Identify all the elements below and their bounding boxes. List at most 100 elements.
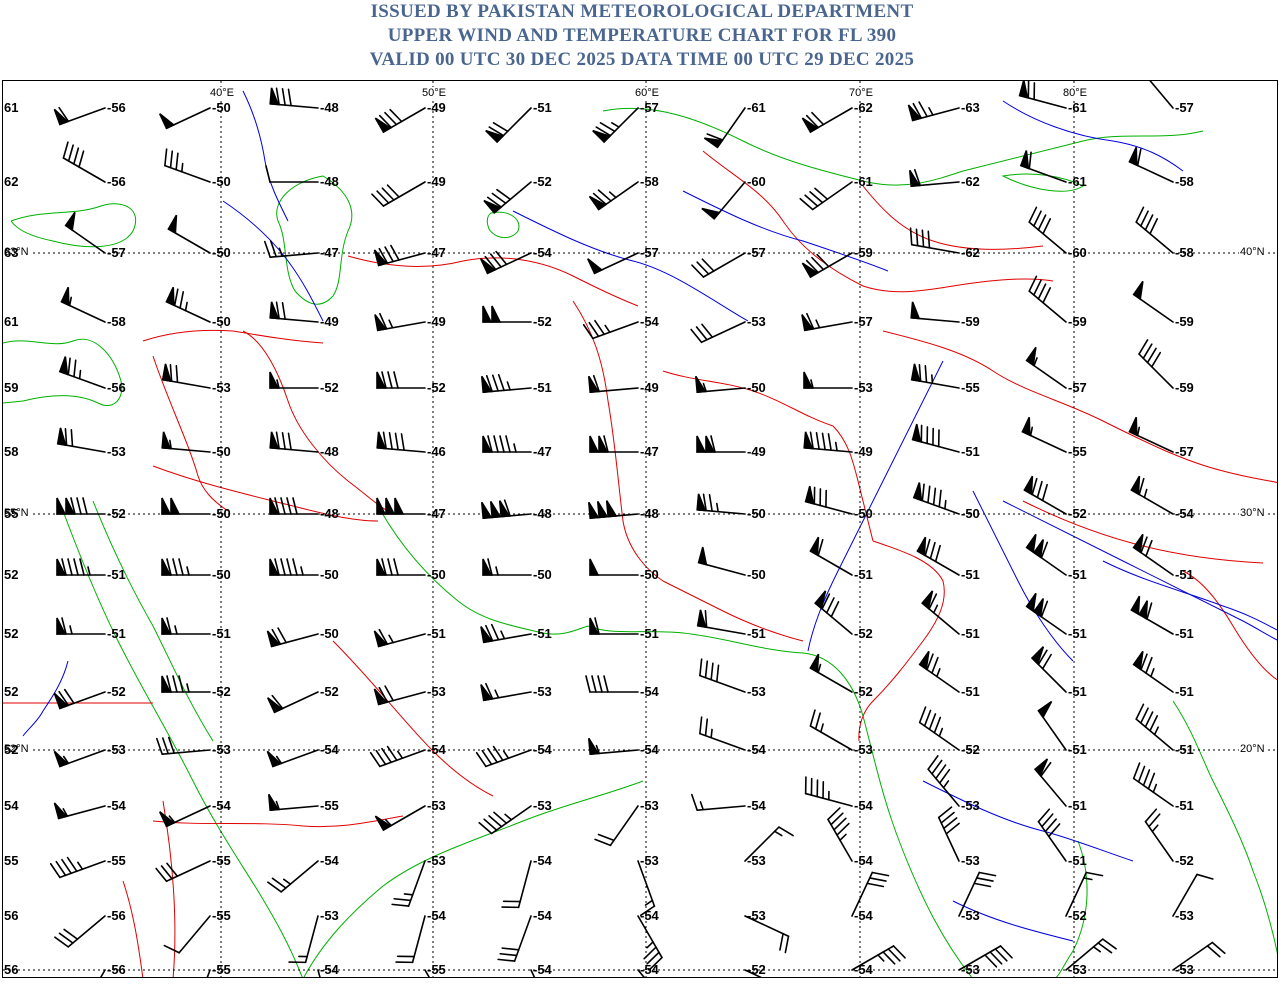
station-temperature: -50 [320, 626, 339, 641]
wind-barb [1021, 416, 1067, 453]
station-temperature: -51 [427, 626, 446, 641]
parallel-label-right: 20°N [1239, 743, 1266, 755]
river-narmada [922, 780, 1134, 862]
wind-barb [267, 793, 319, 812]
station-temperature: -50 [212, 174, 231, 189]
river-ganges [1002, 500, 1277, 641]
wind-barb [161, 617, 211, 635]
wind-barb [1132, 280, 1174, 323]
river-nile [22, 660, 69, 737]
map-canvas[interactable] [3, 81, 1278, 978]
wind-barb [909, 227, 960, 254]
river-amu-darya [512, 210, 749, 322]
border-bangladesh [1182, 570, 1277, 681]
wind-barb [851, 945, 906, 971]
wind-barb [921, 590, 960, 635]
coastline-india-east [1172, 700, 1277, 954]
wind-barb [912, 482, 960, 515]
edge-temperature: 55 [4, 506, 19, 521]
station-temperature: -54 [533, 742, 552, 757]
station-temperature: -57 [1068, 380, 1087, 395]
station-temperature: -53 [107, 444, 126, 459]
coastline-arabian-sea-east [587, 625, 973, 977]
border-pakistan-iran [662, 580, 804, 642]
station-temperature: -53 [747, 853, 766, 868]
wind-barb [373, 685, 426, 706]
station-temperature: -51 [1068, 684, 1087, 699]
wind-barb [587, 375, 639, 394]
wind-barb [53, 688, 106, 710]
wind-barb [1135, 206, 1174, 254]
wind-barb [480, 623, 532, 644]
edge-temperature: 52 [4, 684, 19, 699]
wind-barb [373, 244, 426, 267]
border-china-india [882, 330, 1277, 483]
chart-header: ISSUED BY PAKISTAN METEOROLOGICAL DEPART… [0, 0, 1284, 80]
station-temperature: -54 [640, 908, 659, 923]
station-temperature: -51 [961, 626, 980, 641]
station-temperature: -53 [212, 742, 231, 757]
station-temperature: -50 [212, 100, 231, 115]
wind-barb [376, 497, 426, 515]
station-temperature: -54 [427, 742, 446, 757]
border-red-east [122, 880, 144, 977]
edge-temperature: 56 [4, 962, 19, 977]
station-temperature: -47 [427, 245, 446, 260]
wind-barb [269, 301, 319, 323]
station-temperature: -62 [854, 100, 873, 115]
wind-barb [264, 240, 319, 258]
station-temperature: -54 [640, 742, 659, 757]
station-temperature: -52 [1175, 853, 1194, 868]
parallel-label-right: 30°N [1239, 507, 1266, 519]
wind-barb [958, 871, 997, 917]
wind-barb [266, 749, 319, 768]
wind-barb [585, 675, 639, 693]
station-temperature: -51 [212, 626, 231, 641]
station-temperature: -52 [961, 742, 980, 757]
wind-barb [100, 969, 106, 977]
border-central-asia [702, 150, 1054, 293]
station-temperature: -58 [107, 314, 126, 329]
station-temperature: -53 [533, 684, 552, 699]
station-temperature: -50 [212, 314, 231, 329]
station-temperature: -47 [640, 444, 659, 459]
wind-barb [424, 969, 430, 977]
wind-barb [163, 915, 211, 954]
wind-barb [691, 793, 746, 811]
wind-barb [958, 945, 1013, 971]
wind-barb [699, 716, 746, 751]
station-temperature: -50 [747, 506, 766, 521]
wind-barb [744, 915, 790, 954]
wind-barb [582, 319, 639, 340]
wind-barb [269, 371, 319, 389]
station-temperature: -59 [1068, 314, 1087, 329]
wind-barb [1030, 646, 1067, 693]
meridian-label: 80°E [1062, 87, 1088, 99]
wind-barb [161, 675, 211, 693]
edge-temperature: 56 [4, 908, 19, 923]
station-temperature: -52 [747, 962, 766, 977]
border-afghanistan-pakistan [662, 370, 874, 542]
station-temperature: -53 [212, 380, 231, 395]
map-panel[interactable]: 40°E 50°E 60°E 70°E 80°E 40°N 63°N 30°N 55°N 20°N… [2, 80, 1278, 978]
wind-barb [910, 301, 960, 323]
station-temperature: -52 [533, 314, 552, 329]
wind-barb [1132, 650, 1174, 693]
station-temperature: -55 [212, 962, 231, 977]
wind-barb [1028, 206, 1067, 254]
wind-barb [918, 650, 960, 693]
geography-layer [3, 90, 1277, 977]
station-temperature: -51 [961, 684, 980, 699]
station-temperature: -52 [533, 174, 552, 189]
wind-barb [155, 860, 211, 883]
station-temperature: -57 [747, 245, 766, 260]
wind-barb [918, 706, 960, 751]
wind-barb [937, 806, 960, 862]
station-temperature: -49 [320, 314, 339, 329]
wind-barb [827, 807, 853, 862]
wind-barb [697, 546, 746, 576]
station-temperature: -51 [1175, 567, 1194, 582]
station-temperature: -55 [212, 908, 231, 923]
wind-barb [637, 915, 663, 970]
wind-barb [156, 736, 211, 755]
